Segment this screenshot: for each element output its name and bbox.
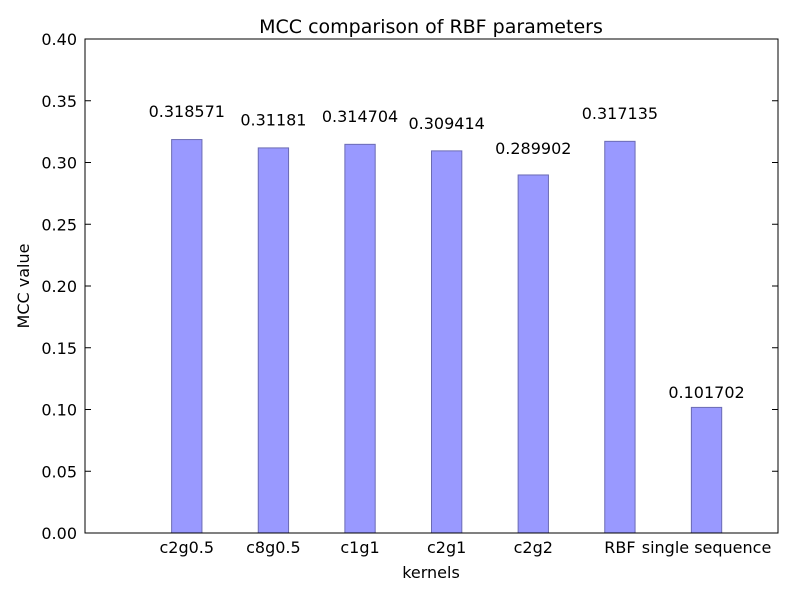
x-axis-label: kernels	[402, 563, 460, 582]
value-label: 0.314704	[322, 107, 398, 126]
value-label: 0.309414	[408, 114, 484, 133]
y-axis-label: MCC value	[14, 244, 33, 329]
y-tick-label: 0.30	[41, 154, 77, 173]
chart-title: MCC comparison of RBF parameters	[259, 16, 603, 38]
x-tick-label: c2g1	[427, 538, 466, 557]
y-tick-label: 0.10	[41, 401, 77, 420]
y-tick-label: 0.20	[41, 277, 77, 296]
x-tick-label: c8g0.5	[246, 538, 301, 557]
x-tick-label: c1g1	[340, 538, 379, 557]
bar	[604, 140, 636, 534]
y-tick-label: 0.05	[41, 462, 77, 481]
bar	[171, 139, 203, 534]
y-tick-label: 0.40	[41, 30, 77, 49]
y-tick-label: 0.00	[41, 524, 77, 543]
y-tick-label: 0.35	[41, 92, 77, 111]
bar	[690, 406, 723, 534]
value-label: 0.289902	[495, 139, 571, 158]
bar	[257, 147, 290, 534]
bar	[517, 174, 549, 534]
x-tick-label: c2g2	[514, 538, 553, 557]
value-label: 0.317135	[582, 104, 658, 123]
value-label: 0.101702	[668, 383, 744, 402]
y-tick-label: 0.15	[41, 339, 77, 358]
x-tick-label: RBF	[604, 538, 635, 557]
x-tick-label: c2g0.5	[159, 538, 214, 557]
bar	[344, 143, 376, 534]
x-tick-label: single sequence	[642, 538, 772, 557]
value-label: 0.318571	[149, 102, 225, 121]
plot-frame	[84, 38, 779, 534]
bar	[431, 150, 463, 534]
y-tick-label: 0.25	[41, 215, 77, 234]
value-label: 0.31181	[240, 111, 306, 130]
